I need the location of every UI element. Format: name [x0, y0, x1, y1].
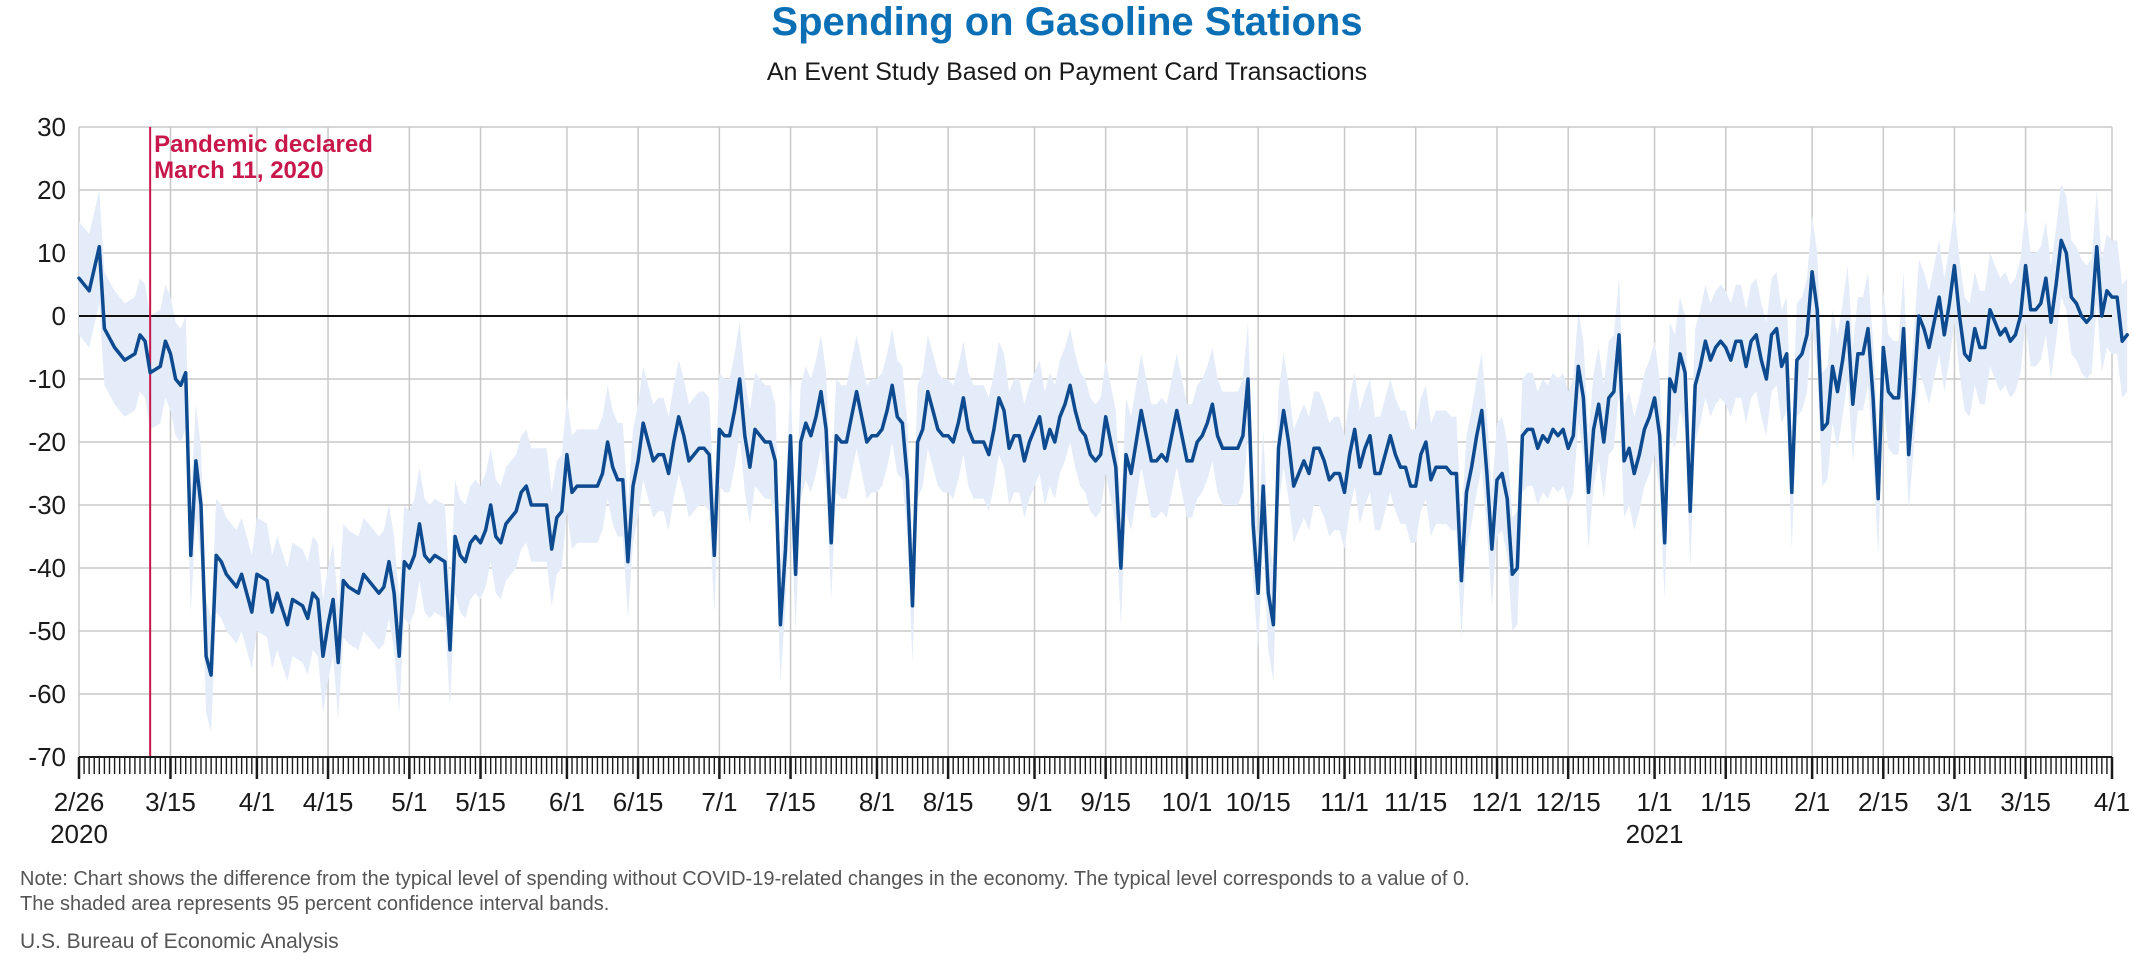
x-tick-label: 3/15 — [145, 787, 196, 817]
y-tick-label: -10 — [28, 364, 66, 394]
x-tick-label: 6/15 — [613, 787, 664, 817]
x-tick-label: 11/15 — [1384, 787, 1447, 817]
series-line — [77, 238, 2129, 677]
x-year-label: 2021 — [1626, 819, 1684, 849]
source-label: U.S. Bureau of Economic Analysis — [20, 930, 339, 953]
x-tick-label: 7/1 — [701, 787, 737, 817]
x-tick-label: 12/15 — [1536, 787, 1601, 817]
y-tick-label: -40 — [28, 553, 66, 583]
y-tick-label: 20 — [37, 175, 66, 205]
confidence-band — [79, 183, 2128, 732]
x-tick-label: 5/1 — [391, 787, 427, 817]
pandemic-annotation-text: Pandemic declared — [154, 131, 373, 158]
y-tick-label: -60 — [28, 679, 66, 709]
x-tick-label: 7/15 — [765, 787, 816, 817]
y-tick-label: 10 — [37, 238, 66, 268]
x-daily-ticks — [78, 757, 2113, 774]
y-tick-label: 0 — [52, 301, 66, 331]
x-tick-label: 1/15 — [1700, 787, 1751, 817]
x-tick-label: 2/1 — [1794, 787, 1830, 817]
x-tick-label: 4/1 — [239, 787, 275, 817]
y-tick-label: 30 — [37, 112, 66, 142]
x-tick-label: 10/15 — [1226, 787, 1291, 817]
y-axis: 30 20 10 0 -10 -20 -30 -40 -50 -60 -70 — [28, 112, 66, 772]
chart-title: Spending on Gasoline Stations — [771, 0, 1363, 44]
x-tick-label: 12/1 — [1472, 787, 1523, 817]
x-tick-label: 3/15 — [2000, 787, 2051, 817]
x-tick-label: 3/1 — [1936, 787, 1972, 817]
confidence-band-layer — [79, 183, 2128, 732]
note-line-2: The shaded area represents 95 percent co… — [20, 893, 610, 915]
y-tick-label: -50 — [28, 616, 66, 646]
x-tick-label: 11/1 — [1320, 787, 1369, 817]
note-line-1: Note: Chart shows the difference from th… — [20, 868, 1470, 890]
x-tick-label: 8/15 — [923, 787, 974, 817]
x-tick-label: 6/1 — [549, 787, 585, 817]
x-axis: 2/26 3/15 4/1 4/15 5/1 5/15 6/1 6/15 7/1 7/15 8/1 8… — [50, 756, 2130, 849]
x-tick-label: 8/1 — [859, 787, 895, 817]
x-tick-label: 4/1 — [2094, 787, 2130, 817]
pandemic-annotation-text: March 11, 2020 — [154, 157, 323, 184]
x-tick-label: 10/1 — [1162, 787, 1213, 817]
series-layer — [77, 238, 2129, 677]
x-year-label: 2020 — [50, 819, 108, 849]
y-tick-label: -70 — [28, 742, 66, 772]
x-tick-label: 4/15 — [303, 787, 354, 817]
x-tick-label: 1/1 — [1636, 787, 1672, 817]
x-tick-label: 2/15 — [1858, 787, 1909, 817]
y-tick-label: -30 — [28, 490, 66, 520]
chart-subtitle: An Event Study Based on Payment Card Tra… — [766, 58, 1368, 86]
x-tick-label: 9/1 — [1016, 787, 1052, 817]
x-tick-label: 2/26 — [54, 787, 105, 817]
y-tick-label: -20 — [28, 427, 66, 457]
x-tick-label: 9/15 — [1080, 787, 1131, 817]
x-tick-label: 5/15 — [455, 787, 506, 817]
